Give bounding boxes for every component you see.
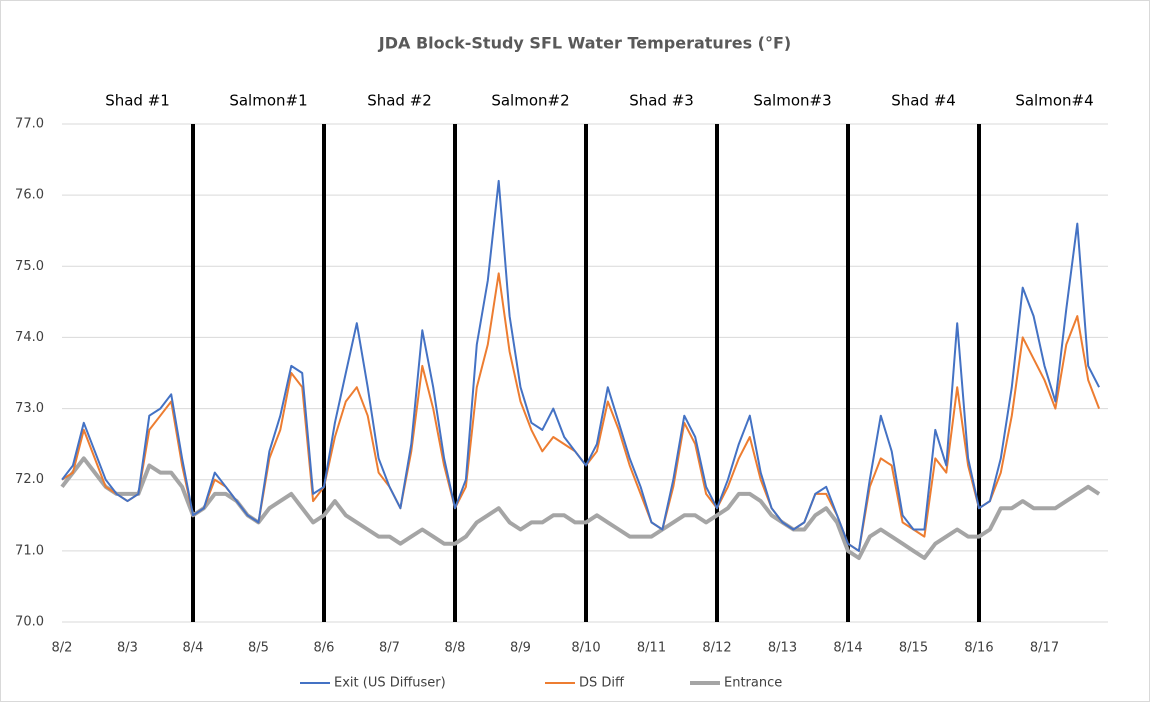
block-label: Shad #2 [367,92,432,110]
legend-label: Entrance [724,676,782,691]
chart-title: JDA Block-Study SFL Water Temperatures (… [378,34,791,53]
x-tick-label: 8/5 [248,641,269,656]
y-tick-label: 71.0 [15,543,44,558]
legend-label: DS Diff [579,676,625,691]
block-label: Salmon#2 [491,92,569,110]
x-tick-label: 8/8 [445,641,466,656]
x-tick-label: 8/15 [899,641,928,656]
block-label: Salmon#4 [1015,92,1093,110]
block-label: Shad #3 [629,92,694,110]
block-label: Salmon#1 [229,92,307,110]
y-tick-label: 72.0 [15,472,44,487]
x-tick-label: 8/7 [379,641,400,656]
x-tick-label: 8/2 [52,641,73,656]
x-tick-label: 8/14 [833,641,862,656]
x-tick-label: 8/12 [702,641,731,656]
block-label: Shad #4 [891,92,956,110]
y-tick-label: 74.0 [15,330,44,345]
x-tick-label: 8/10 [571,641,600,656]
x-tick-label: 8/3 [117,641,138,656]
series-line [61,179,1100,552]
y-tick-label: 76.0 [15,188,44,203]
x-tick-label: 8/4 [183,641,204,656]
x-tick-label: 8/16 [964,641,993,656]
x-tick-label: 8/6 [314,641,335,656]
x-tick-label: 8/11 [637,641,666,656]
x-tick-label: 8/13 [768,641,797,656]
y-tick-label: 77.0 [15,117,44,132]
y-tick-label: 70.0 [15,615,44,630]
y-tick-label: 73.0 [15,401,44,416]
legend-label: Exit (US Diffuser) [334,676,446,691]
block-label: Shad #1 [105,92,170,110]
x-tick-label: 8/9 [510,641,531,656]
x-tick-label: 8/17 [1030,641,1059,656]
block-label: Salmon#3 [753,92,831,110]
y-tick-label: 75.0 [15,259,44,274]
